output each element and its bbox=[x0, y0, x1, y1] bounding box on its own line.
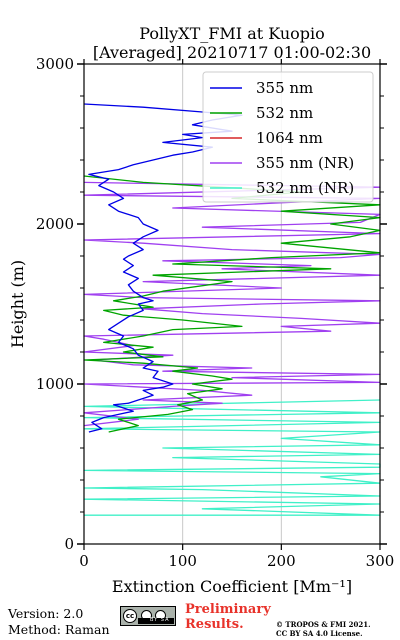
series-line-355-nm-nr bbox=[83, 181, 381, 427]
copyright-line-1: © TROPOS & FMI 2021. bbox=[276, 620, 371, 629]
preliminary-notice: Preliminary Results. bbox=[185, 602, 271, 632]
preliminary-line-1: Preliminary bbox=[185, 602, 271, 617]
x-tick-label: 200 bbox=[267, 552, 296, 570]
x-axis-label: Extinction Coefficient [Mm⁻¹] bbox=[112, 577, 352, 596]
cc-icon: cc bbox=[123, 609, 137, 623]
y-tick-label: 0 bbox=[64, 535, 74, 553]
legend-label: 532 nm (NR) bbox=[256, 179, 354, 197]
x-tick-label: 100 bbox=[168, 552, 197, 570]
method-text: Method: Raman bbox=[8, 622, 110, 637]
footer-info: Version: 2.0 Method: Raman bbox=[8, 606, 110, 638]
x-tick-label: 0 bbox=[79, 552, 89, 570]
x-tick-label: 300 bbox=[366, 552, 395, 570]
series-line-532-nm bbox=[83, 175, 381, 433]
preliminary-line-2: Results. bbox=[185, 617, 244, 632]
chart-title: PollyXT_FMI at Kuopio bbox=[139, 24, 325, 43]
series-line-355-nm bbox=[83, 103, 243, 433]
copyright-notice: © TROPOS & FMI 2021. CC BY SA 4.0 Licens… bbox=[276, 620, 371, 638]
legend: 355 nm 532 nm 1064 nm 355 nm (NR) 532 nm (NR… bbox=[202, 71, 374, 203]
plot-area-frame bbox=[83, 63, 381, 545]
legend-label: 355 nm (NR) bbox=[256, 154, 354, 172]
y-tick-label: 1000 bbox=[36, 375, 74, 393]
cc-license-badge: cc BY SA bbox=[120, 606, 176, 626]
copyright-line-2: CC BY SA 4.0 License. bbox=[276, 629, 363, 638]
y-tick-label: 2000 bbox=[36, 215, 74, 233]
legend-label: 532 nm bbox=[256, 104, 313, 122]
legend-label: 1064 nm bbox=[256, 129, 323, 147]
y-axis-label: Height (m) bbox=[8, 260, 27, 348]
series-line-532-nm-nr bbox=[83, 399, 381, 516]
chart-subtitle: [Averaged] 20210717 01:00-02:30 bbox=[93, 43, 371, 62]
y-tick-label: 3000 bbox=[36, 55, 74, 73]
legend-label: 355 nm bbox=[256, 79, 313, 97]
legend-box bbox=[202, 71, 374, 203]
version-text: Version: 2.0 bbox=[8, 606, 84, 621]
license-badge-text: BY SA bbox=[150, 617, 170, 623]
